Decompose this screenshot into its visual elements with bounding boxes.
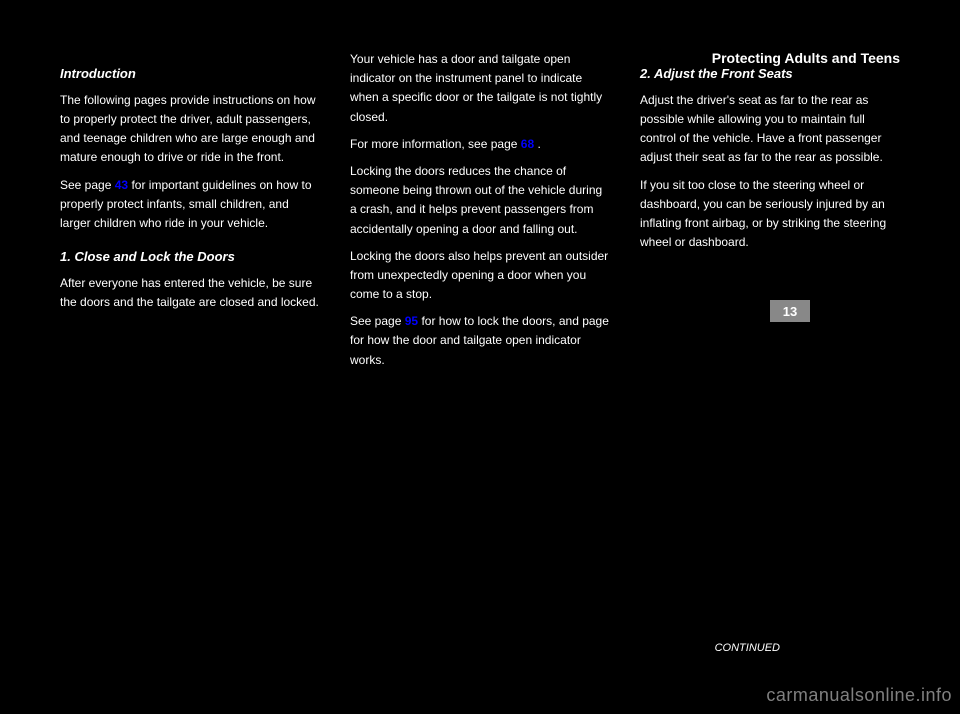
col2-p5: See page 95 for how to lock the doors, a…	[350, 312, 610, 370]
col2-p4: Locking the doors also helps prevent an …	[350, 247, 610, 305]
page-ref-link[interactable]: 68	[521, 137, 534, 151]
intro-p1: The following pages provide instructions…	[60, 91, 320, 168]
continued-label: CONTINUED	[715, 642, 780, 654]
col3-p1: Adjust the driver's seat as far to the r…	[640, 91, 900, 168]
text: .	[537, 137, 540, 151]
col2-p1: Your vehicle has a door and tailgate ope…	[350, 50, 610, 127]
step1-title: 1. Close and Lock the Doors	[60, 247, 320, 268]
intro-p2: See page 43 for important guidelines on …	[60, 176, 320, 234]
step2-title: 2. Adjust the Front Seats	[640, 64, 900, 85]
col2-p2: For more information, see page 68 .	[350, 135, 610, 154]
column-1: Introduction The following pages provide…	[60, 50, 320, 378]
column-3: 2. Adjust the Front Seats Adjust the dri…	[640, 50, 900, 378]
intro-title: Introduction	[60, 64, 320, 85]
text: For more information, see page	[350, 137, 517, 151]
page-container: Protecting Adults and Teens Introduction…	[0, 0, 960, 714]
col3-p2: If you sit too close to the steering whe…	[640, 176, 900, 253]
step1-p1: After everyone has entered the vehicle, …	[60, 274, 320, 312]
column-2: Your vehicle has a door and tailgate ope…	[350, 50, 610, 378]
page-number-badge: 13	[770, 300, 810, 322]
col2-p3: Locking the doors reduces the chance of …	[350, 162, 610, 239]
section-header: Protecting Adults and Teens	[712, 50, 900, 66]
text: See page	[60, 178, 111, 192]
page-ref-link[interactable]: 43	[115, 178, 128, 192]
text: See page	[350, 314, 401, 328]
watermark: carmanualsonline.info	[766, 685, 952, 706]
page-ref-link[interactable]: 95	[405, 314, 418, 328]
